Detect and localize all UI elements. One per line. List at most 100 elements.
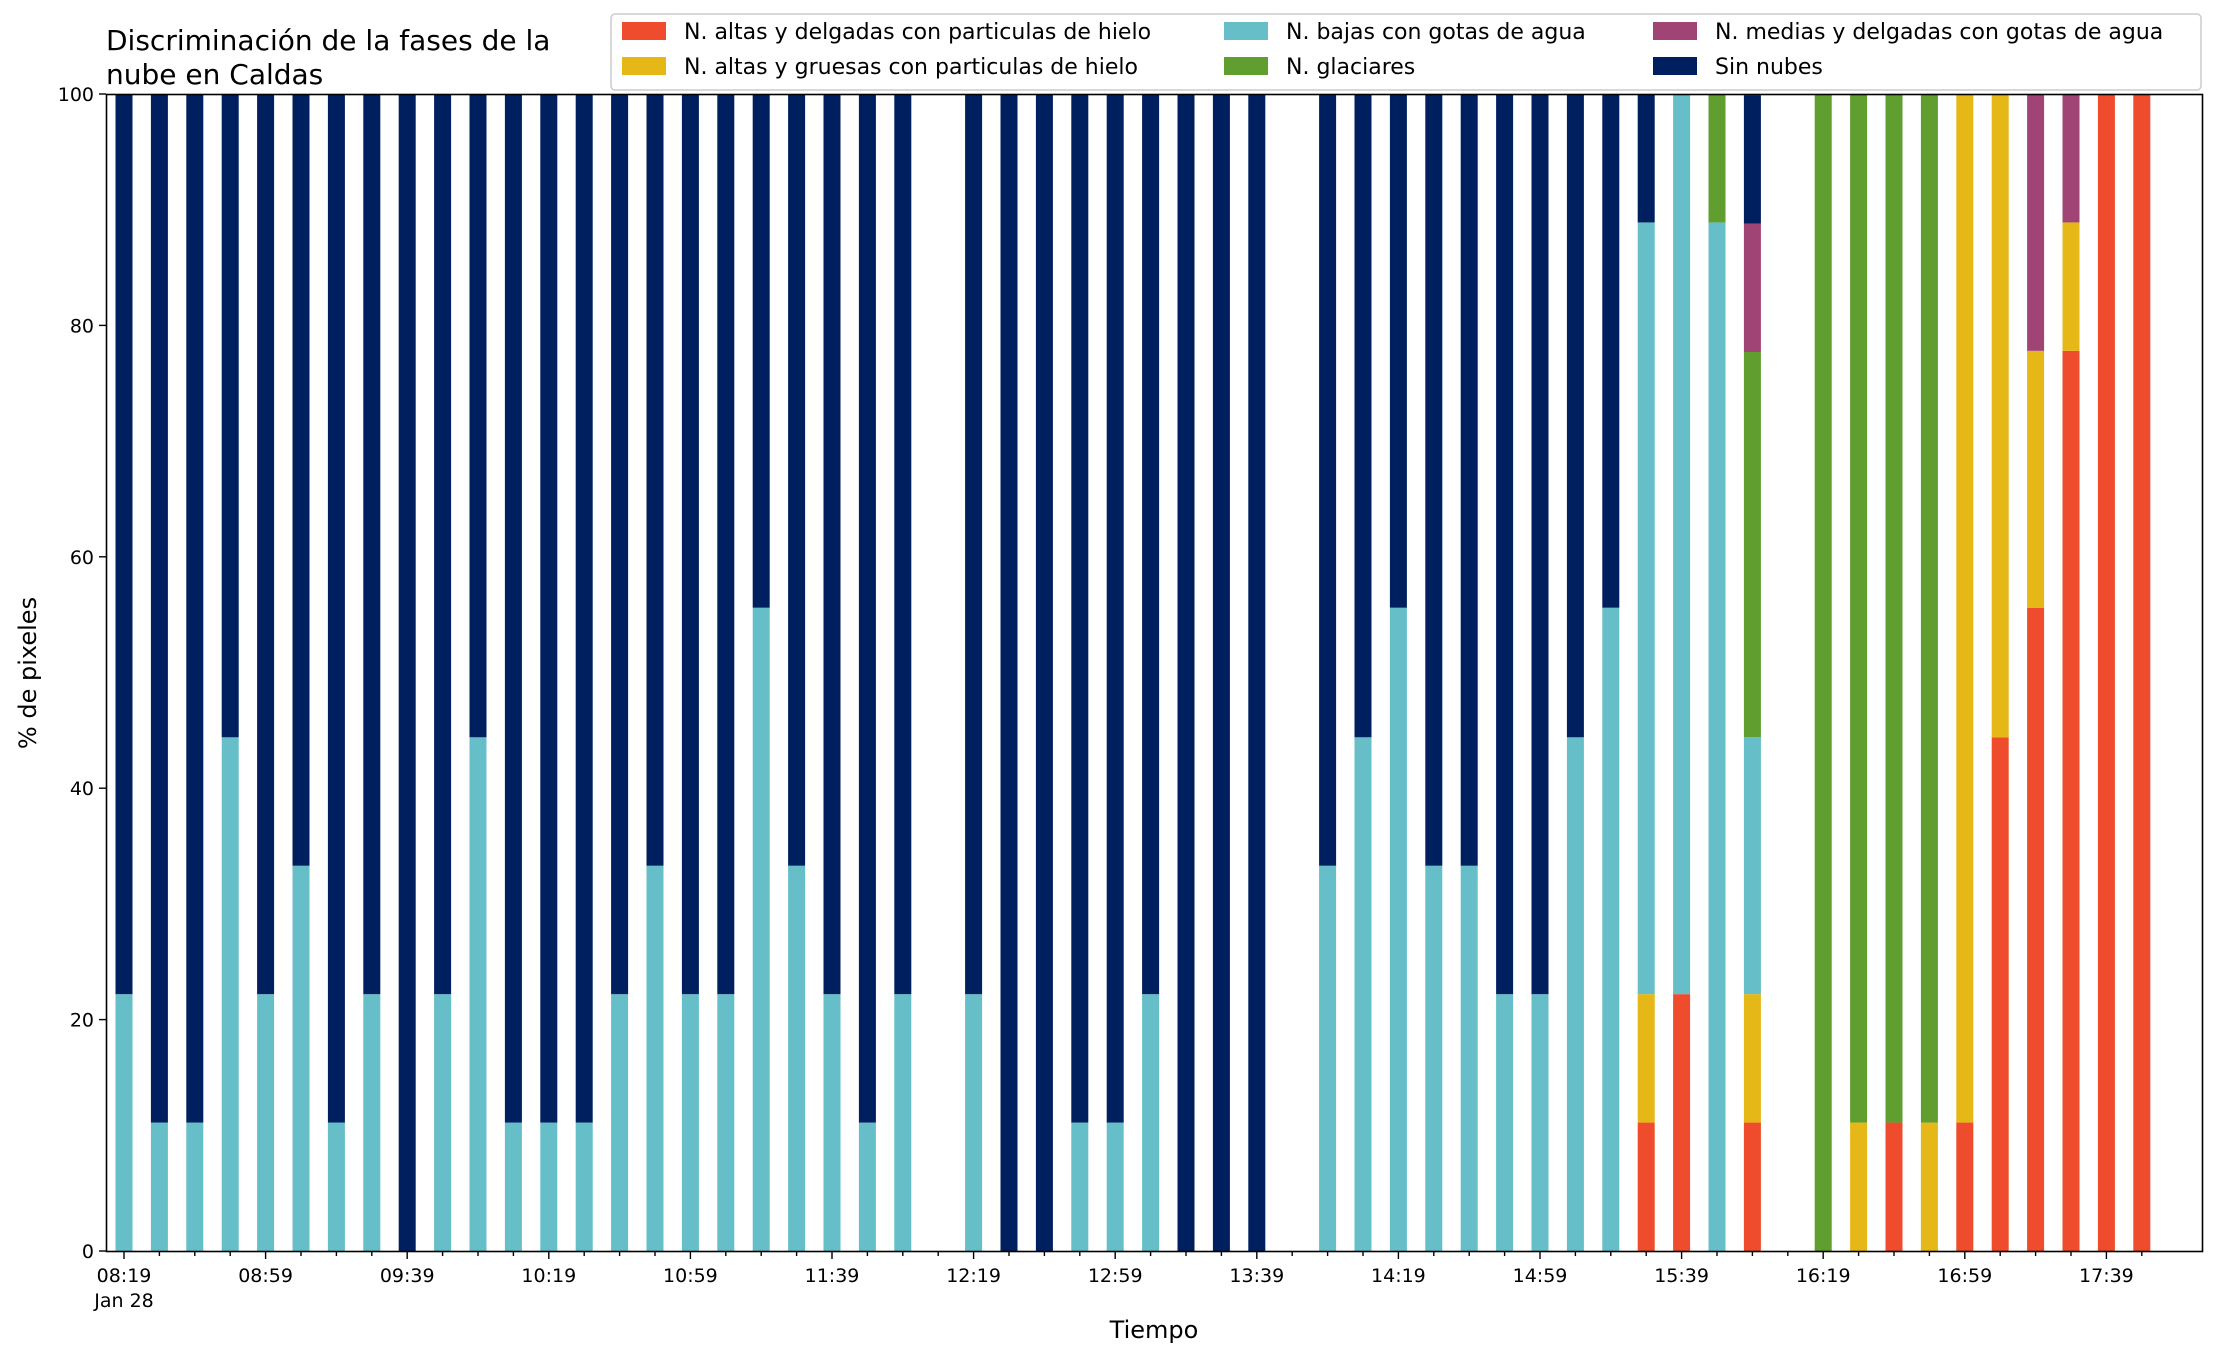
y-axis: 0 20 40 60 80 100 [58, 84, 106, 1263]
bar-segment [292, 94, 310, 866]
bar-segment [434, 94, 452, 995]
x-tick-label: 12:19 [946, 1265, 1001, 1287]
bar-segment [1602, 94, 1620, 608]
bar-segment [1743, 352, 1761, 738]
y-tick-label: 40 [70, 778, 94, 800]
bar-segment [1354, 94, 1372, 738]
bar-segment [186, 1122, 204, 1251]
x-tick-label: 12:59 [1088, 1265, 1143, 1287]
bar-segment [504, 1122, 522, 1251]
bar-segment [150, 1122, 168, 1251]
bar-segment [1885, 1122, 1903, 1251]
x-tick-label: 11:39 [805, 1265, 860, 1287]
bar-segment [2062, 350, 2080, 1252]
legend-label: Sin nubes [1715, 55, 1823, 80]
bar-segment [1460, 865, 1478, 1251]
bar-segment [752, 607, 770, 1251]
bar-segment [1743, 994, 1761, 1123]
bar-segment [434, 994, 452, 1251]
x-tick-label: 17:39 [2079, 1265, 2134, 1287]
x-tick-label: 08:19 [97, 1265, 152, 1287]
legend-swatch [1224, 22, 1268, 40]
x-axis-label: Tiempo [1109, 1316, 1199, 1344]
x-tick-label: 14:59 [1513, 1265, 1568, 1287]
legend-swatch [1653, 22, 1697, 40]
bar-segment [1814, 94, 1832, 1251]
bar-segment [1106, 94, 1124, 1123]
bar-segment [1319, 865, 1337, 1251]
x-tick-label: 08:59 [238, 1265, 293, 1287]
bar-segment [1460, 94, 1478, 866]
y-tick-label: 20 [70, 1010, 94, 1032]
bar-segment [1637, 222, 1655, 995]
bar-segment [469, 737, 487, 1251]
bar-segment [1566, 94, 1584, 738]
bar-segment [965, 994, 983, 1251]
bar-segment [1531, 94, 1549, 995]
bar-segment [681, 94, 699, 995]
bar-segment [1496, 94, 1514, 995]
bar-layer [115, 94, 2151, 1252]
bar-segment [2062, 222, 2080, 351]
bar-segment [894, 94, 912, 995]
bar-segment [1743, 95, 1761, 224]
legend-label: N. altas y delgadas con particulas de hi… [684, 20, 1151, 45]
bar-segment [1956, 94, 1974, 1123]
bar-segment [1673, 94, 1691, 995]
bar-segment [1142, 94, 1160, 995]
bar-segment [1212, 94, 1230, 1251]
bar-segment [681, 994, 699, 1251]
bar-segment [1673, 994, 1691, 1251]
bar-segment [1106, 1122, 1124, 1251]
x-tick-label: 13:39 [1229, 1265, 1284, 1287]
bar-segment [1637, 994, 1655, 1123]
bar-segment [2027, 607, 2045, 1251]
x-axis: 08:19 08:59 09:39 10:19 10:59 11:39 12:19 12:59… [93, 1251, 2143, 1312]
legend-swatch [1653, 57, 1697, 75]
bar-segment [1637, 94, 1655, 223]
bar-segment [858, 94, 876, 1123]
bar-segment [540, 94, 558, 1123]
bar-segment [1743, 737, 1761, 995]
bar-segment [327, 94, 345, 1123]
bar-segment [2097, 94, 2115, 1251]
bar-segment [894, 994, 912, 1251]
bar-segment [788, 94, 806, 866]
bar-segment [1319, 94, 1337, 866]
bar-segment [1708, 222, 1726, 1252]
bar-segment [717, 94, 735, 995]
bar-segment [115, 994, 133, 1251]
bar-segment [1956, 1122, 1974, 1251]
chart-title-line-1: Discriminación de la fases de la [106, 24, 550, 57]
bar-segment [646, 94, 664, 866]
bar-segment [1389, 94, 1407, 608]
bar-segment [221, 94, 239, 738]
bar-segment [292, 865, 310, 1251]
x-tick-label: 16:59 [1937, 1265, 1992, 1287]
bar-segment [115, 94, 133, 995]
bar-segment [2062, 94, 2080, 223]
bar-segment [1850, 94, 1868, 1123]
bar-segment [1920, 1122, 1938, 1251]
bar-segment [1708, 94, 1726, 223]
bar-segment [788, 865, 806, 1251]
bar-segment [1000, 94, 1018, 1251]
y-tick-label: 100 [58, 84, 94, 106]
bar-segment [575, 1122, 593, 1251]
bar-segment [363, 94, 381, 995]
bar-segment [469, 94, 487, 738]
legend-label: N. glaciares [1286, 55, 1415, 80]
bar-segment [1991, 737, 2009, 1251]
legend-swatch [622, 22, 666, 40]
y-tick-label: 60 [70, 547, 94, 569]
bar-segment [186, 94, 204, 1123]
plot-frame [105, 93, 2204, 1253]
bar-segment [823, 94, 841, 995]
chart-title-line-2: nube en Caldas [106, 58, 323, 91]
y-axis-label: % de pixeles [14, 597, 42, 749]
bar-segment [1637, 1122, 1655, 1251]
y-tick-label: 0 [82, 1241, 94, 1263]
bar-segment [858, 1122, 876, 1251]
bar-segment [823, 994, 841, 1251]
bar-segment [2027, 94, 2045, 351]
